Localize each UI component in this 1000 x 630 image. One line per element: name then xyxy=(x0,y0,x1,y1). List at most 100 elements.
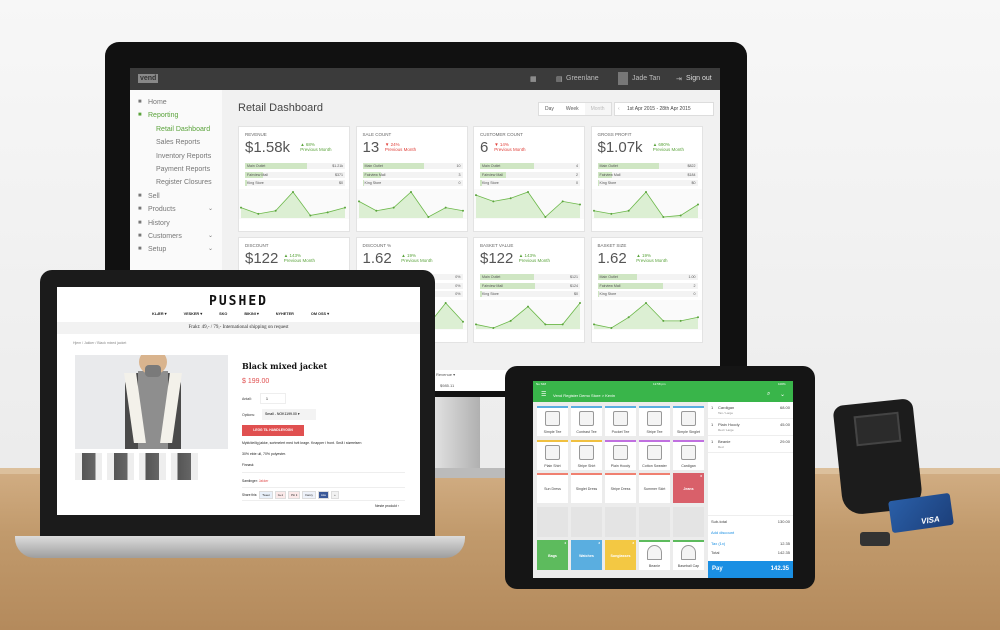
period-week[interactable]: Week xyxy=(565,106,579,112)
metric-card[interactable]: CUSTOMER COUNT 6 ▼ 14% Previous Month Main O… xyxy=(473,126,585,232)
apps-grid-icon[interactable]: ▦ xyxy=(530,76,537,83)
metric-card[interactable]: SALE COUNT 13 ▼ 24% Previous Month Main Outl… xyxy=(355,126,468,232)
product-thumbnail[interactable] xyxy=(139,453,166,480)
cart-line-item[interactable]: 1 Beanie Red 29.00 xyxy=(708,436,793,453)
tax-link[interactable]: Tax (1x) xyxy=(711,541,726,546)
options-select[interactable]: Small - NOK1199.00 ▾ xyxy=(262,409,316,420)
sidebar-item[interactable]: ■ Home xyxy=(130,96,222,109)
product-tile[interactable]: Pocket Tee xyxy=(605,406,636,436)
product-tile[interactable]: Simple Singlet xyxy=(673,406,704,436)
quantity-input[interactable]: 1 xyxy=(260,393,286,404)
outlet-bar xyxy=(597,163,660,169)
vend-logo[interactable]: vend xyxy=(138,74,159,83)
product-tile[interactable]: Cardigan xyxy=(673,439,704,470)
cart-line-item[interactable]: 1 Cardigan Tan / Large 68.00 xyxy=(708,402,793,419)
trend-point xyxy=(627,209,630,212)
cart-icon: ■ xyxy=(138,192,142,199)
outlet-bar xyxy=(597,291,600,297)
product-tile[interactable]: Sun Dress xyxy=(537,473,568,503)
shop-nav-item[interactable]: KLÆR ▾ xyxy=(152,312,167,316)
chevron-down-icon: ▾ xyxy=(297,412,300,416)
period-month[interactable]: Month xyxy=(584,103,611,115)
product-thumbnail[interactable] xyxy=(171,453,198,480)
product-tile[interactable]: Plain Hoody xyxy=(605,439,636,470)
share-button[interactable]: + xyxy=(331,491,339,499)
avatar[interactable] xyxy=(618,72,628,85)
trend-point xyxy=(444,206,447,209)
product-tile[interactable]: Summer Skirt xyxy=(639,473,670,503)
sign-out-link[interactable]: Sign out xyxy=(686,75,712,82)
product-main-image[interactable] xyxy=(75,355,228,449)
metric-card[interactable]: BASKET VALUE $122 ▲ 143% Previous Month Main… xyxy=(473,237,585,343)
cart-line-item[interactable]: 1 Plain Hoody Red / Large 45.00 xyxy=(708,419,793,436)
sidebar-item[interactable]: ■ Products ⌄ xyxy=(130,203,222,216)
metric-card[interactable]: REVENUE $1.58k ▲ 68% Previous Month Main Out… xyxy=(238,126,350,232)
share-button[interactable]: Pin it xyxy=(288,491,301,499)
product-tile[interactable]: Beanie xyxy=(639,540,670,570)
category-color-bar xyxy=(639,473,670,475)
period-day[interactable]: Day xyxy=(545,106,554,112)
sidebar-item[interactable]: Inventory Reports xyxy=(130,150,222,163)
menu-icon[interactable]: ☰ xyxy=(541,392,547,398)
product-tile[interactable]: Watches 3 xyxy=(571,540,602,570)
metric-card[interactable]: GROSS PROFIT $1.07k ▲ 690% Previous Month Ma… xyxy=(590,126,703,232)
sidebar-item[interactable]: Retail Dashboard xyxy=(130,123,222,136)
sidebar-item[interactable]: ■ Sell xyxy=(130,190,222,203)
shop-logo[interactable]: PUSHED xyxy=(209,294,268,309)
date-range-picker[interactable]: ‹ 1st Apr 2015 - 28th Apr 2015 xyxy=(614,102,714,116)
product-tile[interactable]: Singlet Dress xyxy=(571,473,602,503)
outlet-row: Main Outlet $1.21k xyxy=(245,163,345,169)
total-value: 142.35 xyxy=(777,550,790,555)
product-tile[interactable]: Stripe Tee xyxy=(639,406,670,436)
sidebar-item[interactable]: ■ History xyxy=(130,217,222,230)
add-to-cart-button[interactable]: LEGG TIL HANDLEVOGN xyxy=(242,425,304,436)
tile-label: Sunglasses xyxy=(610,554,631,558)
outlet-name: Fairview Mall xyxy=(482,172,503,177)
revenue-column-header[interactable]: Revenue ▾ xyxy=(436,372,456,377)
share-button[interactable]: Like xyxy=(317,491,330,499)
product-tile[interactable]: Sunglasses 3 xyxy=(605,540,636,570)
product-tile[interactable]: Simple Tee xyxy=(537,406,568,436)
share-button[interactable]: Tweet xyxy=(259,491,273,499)
metric-change: ▲ 143% Previous Month xyxy=(519,253,550,263)
sidebar-item[interactable]: Sales Reports xyxy=(130,136,222,149)
tile-label: Singlet Dress xyxy=(575,487,598,491)
product-tile[interactable]: Cotton Sweater xyxy=(639,439,670,470)
product-tile[interactable]: Plain Shirt xyxy=(537,439,568,470)
sidebar-item[interactable]: Register Closures xyxy=(130,176,222,189)
breadcrumb[interactable]: Hjem / Jakker / Black mixed jacket xyxy=(73,341,127,345)
collection-link[interactable]: Jakker xyxy=(258,479,269,483)
shop-nav-item[interactable]: VESKER ▾ xyxy=(183,312,203,316)
metric-card[interactable]: BASKET SIZE 1.62 ▲ 19% Previous Month Main O… xyxy=(590,237,703,343)
category-color-bar xyxy=(673,406,704,408)
user-name[interactable]: Jade Tan xyxy=(632,75,661,82)
product-thumbnail[interactable] xyxy=(107,453,134,480)
sidebar-item[interactable]: Payment Reports xyxy=(130,163,222,176)
pay-button[interactable]: Pay 142.35 xyxy=(708,561,793,578)
shop-nav-item[interactable]: SKO xyxy=(219,312,228,316)
empty-tile xyxy=(537,506,568,537)
chevron-down-icon[interactable]: ⌄ xyxy=(780,392,786,398)
share-button[interactable]: Fancy xyxy=(302,491,316,499)
shop-nav-item[interactable]: BIKINI ▾ xyxy=(244,312,259,316)
prev-chevron-icon[interactable]: ‹ xyxy=(618,106,620,112)
product-tile[interactable]: Jeans 6 xyxy=(673,473,704,503)
product-tile[interactable]: Stripe Dress xyxy=(605,473,636,503)
sidebar-item[interactable]: ■ Reporting xyxy=(130,109,222,122)
store-name[interactable]: Greenlane xyxy=(566,75,599,82)
shop-nav-item[interactable]: OM OSS ▾ xyxy=(310,312,330,316)
shop-nav-item[interactable]: NYHETER xyxy=(275,312,294,316)
product-tile[interactable]: Bags 4 xyxy=(537,540,568,570)
share-button[interactable]: G+1 xyxy=(274,491,287,499)
product-tile[interactable]: Baseball Cap xyxy=(673,540,704,570)
product-thumbnail[interactable] xyxy=(75,453,102,480)
sidebar-item[interactable]: ■ Setup ⌄ xyxy=(130,243,222,256)
product-tile[interactable]: Contrast Tee xyxy=(571,406,602,436)
add-discount-link[interactable]: Add discount xyxy=(711,530,735,535)
product-tile[interactable]: Stripe Shirt xyxy=(571,439,602,470)
outlet-bar xyxy=(480,163,534,169)
tile-label: Stripe Dress xyxy=(610,487,631,491)
sidebar-item[interactable]: ■ Customers ⌄ xyxy=(130,230,222,243)
search-icon[interactable]: ⌕ xyxy=(767,391,771,397)
next-product-link[interactable]: Neste produkt › xyxy=(375,504,399,508)
